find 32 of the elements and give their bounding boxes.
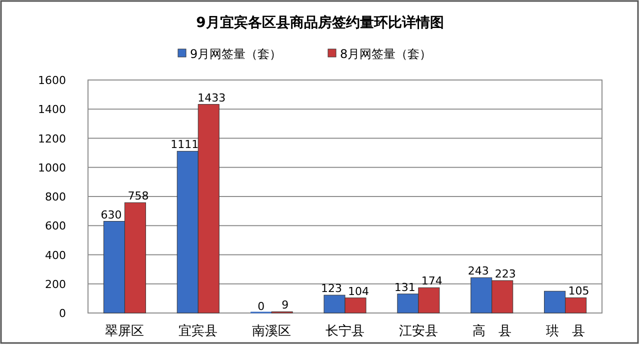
y-tick-label: 1000	[38, 161, 66, 174]
legend-label: 8月网签量（套）	[340, 47, 432, 61]
data-label: 174	[421, 274, 442, 288]
y-tick-label: 0	[59, 307, 66, 320]
data-label: 131	[394, 280, 416, 294]
y-tick-label: 1400	[38, 103, 66, 116]
data-label: 104	[348, 284, 369, 298]
y-tick-label: 400	[45, 248, 66, 262]
y-tick-label: 800	[45, 190, 66, 204]
x-tick-label: 珙 县	[546, 324, 585, 339]
y-tick-label: 200	[45, 278, 66, 291]
data-label: 1111	[170, 138, 199, 152]
y-tick-label: 600	[45, 220, 66, 233]
x-tick-label: 长宁县	[326, 323, 364, 339]
data-label: 1433	[198, 91, 226, 104]
y-tick-label: 1600	[38, 74, 66, 87]
x-tick-label: 翠屏区	[105, 324, 144, 339]
data-label: 243	[468, 264, 489, 278]
x-tick-label: 江安县	[398, 323, 438, 339]
data-label: 105	[568, 284, 590, 298]
title: 9月宜宾各区县商品房签约量环比详情图	[196, 15, 444, 31]
data-label: 9	[282, 298, 289, 312]
data-label: 630	[100, 208, 122, 222]
data-label: 223	[494, 268, 516, 281]
x-tick-label: 宜宾县	[178, 323, 218, 339]
x-tick-label: 高 县	[472, 323, 512, 339]
legend-label: 9月网签量（套）	[190, 47, 282, 61]
y-tick-label: 1200	[38, 132, 66, 146]
data-label: 123	[321, 282, 342, 296]
x-tick-label: 南溪区	[252, 324, 292, 339]
data-label: 758	[128, 190, 149, 203]
data-label: 0	[258, 300, 265, 313]
